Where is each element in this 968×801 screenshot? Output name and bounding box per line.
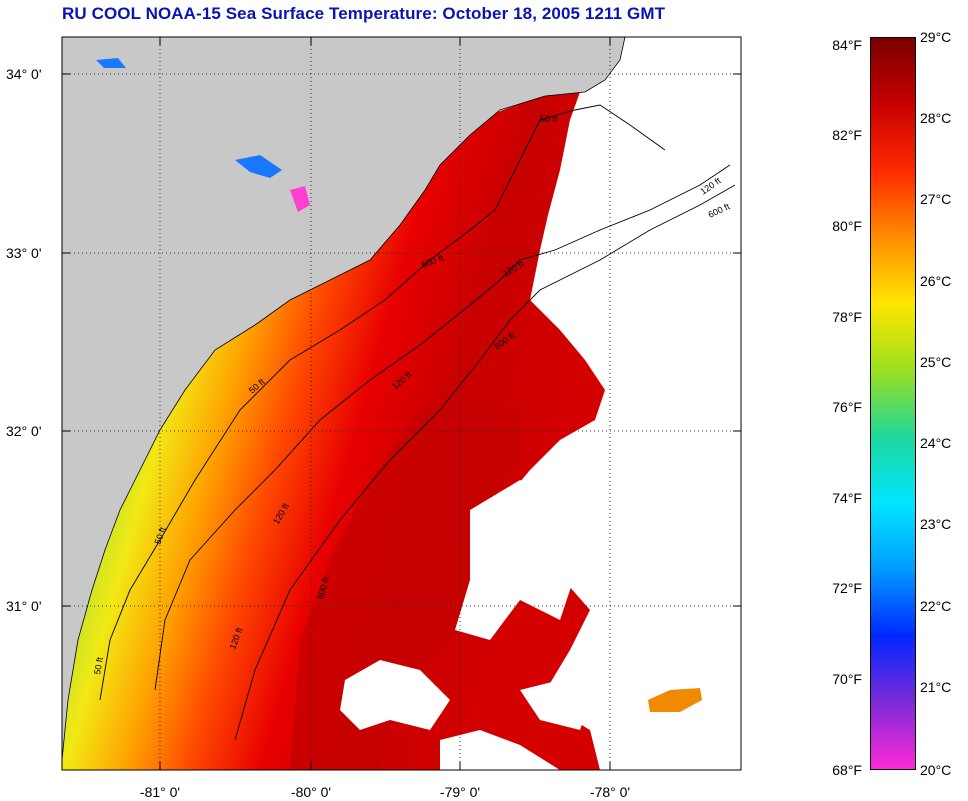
colorbar-f-label: 76°F (832, 399, 862, 415)
colorbar-c-label: 24°C (920, 435, 952, 451)
lon-label-78: -78° 0' (589, 784, 631, 800)
lon-label-80: -80° 0' (290, 784, 332, 800)
inland-lake (235, 155, 282, 178)
lat-label-33: 33° 0' (6, 245, 42, 261)
colorbar-f-label: 78°F (832, 309, 862, 325)
lon-label-79: -79° 0' (439, 784, 481, 800)
colorbar-c-label: 21°C (920, 679, 952, 695)
bathymetry-contours (99, 104, 736, 741)
lon-label-81: -81° 0' (139, 784, 181, 800)
inland-lake (96, 58, 126, 68)
colorbar-f-label: 68°F (832, 762, 862, 778)
colorbar-c-label: 27°C (920, 191, 952, 207)
colorbar-f-label: 74°F (832, 490, 862, 506)
sst-fragment (648, 688, 702, 712)
colorbar-f-label: 82°F (832, 127, 862, 143)
colorbar-c-label: 26°C (920, 273, 952, 289)
contour-label: 50 ft (540, 114, 558, 124)
colorbar-f-label: 80°F (832, 218, 862, 234)
contour-label: 50 ft (92, 656, 105, 675)
temperature-colorbar (870, 37, 916, 770)
map-frame (61, 36, 742, 771)
colorbar-c-label: 28°C (920, 110, 952, 126)
colorbar-c-label: 29°C (920, 29, 952, 45)
inland-lake (290, 186, 310, 212)
colorbar-c-label: 25°C (920, 354, 952, 370)
cloud-patch (455, 480, 580, 640)
gulf-stream-core (290, 395, 520, 770)
cloud-patch (440, 730, 560, 770)
map-title: RU COOL NOAA-15 Sea Surface Temperature:… (62, 4, 666, 23)
land (62, 37, 626, 761)
cloud-patch (520, 680, 590, 730)
lat-label-32: 32° 0' (6, 423, 42, 439)
colorbar-f-label: 70°F (832, 671, 862, 687)
axis-ticks (62, 37, 741, 770)
colorbar-f-label: 72°F (832, 580, 862, 596)
lat-label-31: 31° 0' (6, 598, 42, 614)
lat-label-34: 34° 0' (6, 66, 42, 82)
colorbar-c-label: 22°C (920, 598, 952, 614)
colorbar-f-label: 84°F (832, 37, 862, 53)
colorbar-c-label: 20°C (920, 762, 952, 778)
cloud-patch (340, 660, 450, 730)
colorbar-c-label: 23°C (920, 516, 952, 532)
